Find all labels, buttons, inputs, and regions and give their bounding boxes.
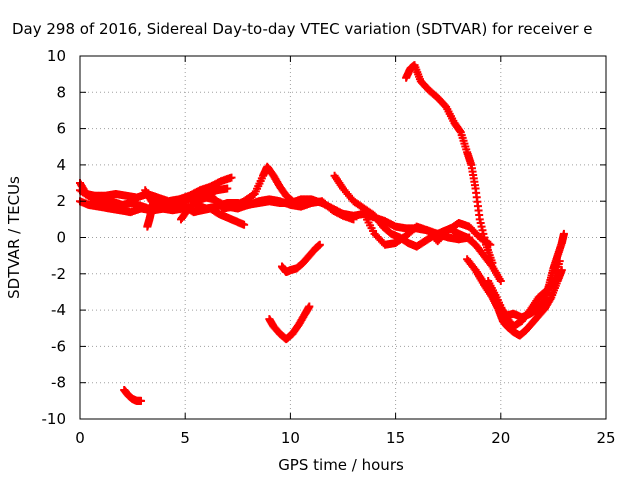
x-tick-label: 0: [75, 429, 85, 447]
grid: [80, 56, 606, 419]
data-point: [559, 229, 568, 238]
data-markers: [76, 61, 568, 405]
y-tick-label: -6: [51, 337, 66, 355]
data-point: [227, 173, 236, 182]
data-point: [349, 215, 358, 224]
axis-ticks: [79, 55, 607, 420]
data-point: [496, 277, 505, 286]
data-point: [315, 240, 324, 249]
y-tick-label: 0: [56, 229, 66, 247]
data-point: [488, 258, 497, 267]
y-tick-label: -2: [51, 265, 66, 283]
plot-frame: [79, 55, 607, 420]
data-point: [305, 302, 314, 311]
x-axis-label: GPS time / hours: [278, 456, 404, 474]
y-tick-label: -10: [42, 410, 67, 428]
y-tick-label: 8: [56, 83, 66, 101]
data-point: [240, 220, 249, 229]
y-tick-label: 2: [56, 192, 66, 210]
x-tick-labels: 0 5 10 15 20 25: [75, 429, 615, 447]
y-tick-label: 6: [56, 120, 66, 138]
x-tick-label: 20: [491, 429, 510, 447]
y-tick-label: 4: [56, 156, 66, 174]
y-tick-label: -8: [51, 374, 66, 392]
y-tick-label: 10: [47, 47, 66, 65]
data-point: [555, 257, 564, 266]
data-point: [223, 184, 232, 193]
y-tick-labels: -10 -8 -6 -4 -2 0 2 4 6 8 10: [42, 47, 67, 428]
data-point: [137, 396, 146, 405]
x-tick-label: 25: [596, 429, 615, 447]
data-point: [149, 197, 158, 206]
chart-title: Day 298 of 2016, Sidereal Day-to-day VTE…: [12, 20, 593, 38]
y-tick-label: -4: [51, 301, 66, 319]
x-tick-label: 5: [180, 429, 190, 447]
x-tick-label: 15: [386, 429, 405, 447]
y-axis-label: SDTVAR / TECUs: [5, 176, 23, 299]
x-tick-label: 10: [281, 429, 300, 447]
